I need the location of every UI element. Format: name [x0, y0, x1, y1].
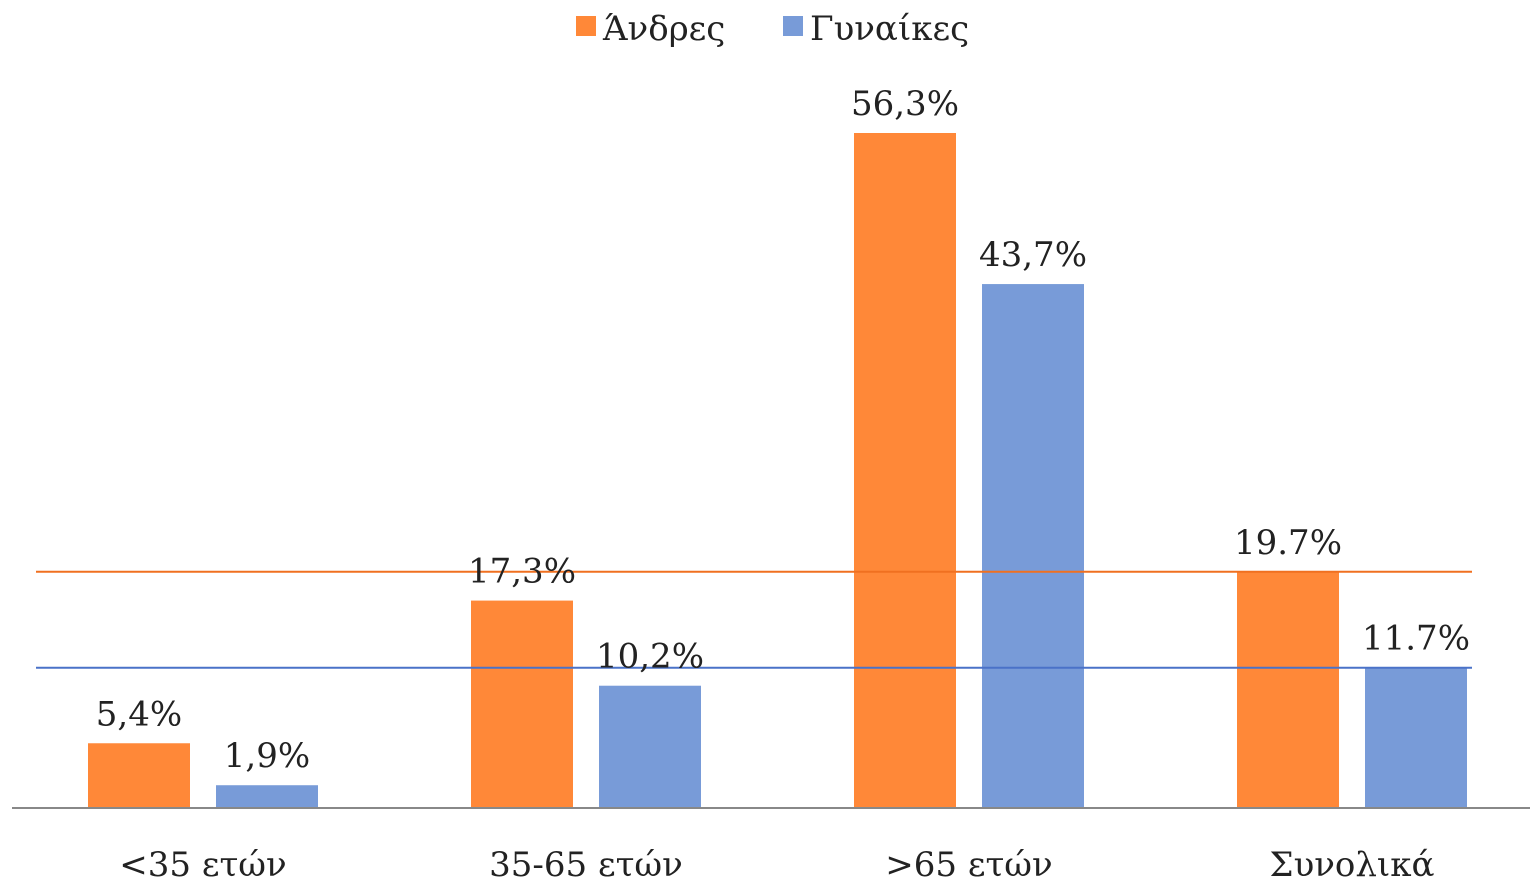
- data-label-women-1: 10,2%: [596, 637, 704, 677]
- data-label-women-0: 1,9%: [224, 736, 310, 776]
- x-axis: <35 ετών 35-65 ετών >65 ετών Συνολικά: [12, 808, 1530, 885]
- bar-women-2: [982, 284, 1084, 808]
- data-label-women-3: 11.7%: [1362, 619, 1470, 659]
- bar-women-0: [216, 785, 318, 808]
- bar-men-3: [1237, 572, 1339, 808]
- data-label-men-2: 56,3%: [851, 84, 959, 124]
- data-label-men-1: 17,3%: [468, 552, 576, 592]
- bar-women-3: [1365, 668, 1467, 808]
- legend-swatch-women: [783, 16, 803, 36]
- legend-swatch-men: [576, 16, 596, 36]
- bar-men-1: [471, 601, 573, 808]
- bars: [88, 133, 1467, 808]
- legend-label-men: Άνδρες: [602, 9, 725, 49]
- x-tick-label-1: 35-65 ετών: [489, 845, 683, 885]
- data-label-men-0: 5,4%: [96, 694, 182, 734]
- bar-men-2: [854, 133, 956, 808]
- bar-men-0: [88, 743, 190, 808]
- data-label-men-3: 19.7%: [1234, 523, 1342, 563]
- bar-women-1: [599, 686, 701, 808]
- legend-label-women: Γυναίκες: [810, 9, 969, 49]
- x-tick-label-0: <35 ετών: [119, 845, 286, 885]
- legend: Άνδρες Γυναίκες: [576, 9, 969, 49]
- x-tick-label-3: Συνολικά: [1270, 845, 1435, 885]
- data-label-women-2: 43,7%: [979, 235, 1087, 275]
- x-tick-label-2: >65 ετών: [885, 845, 1052, 885]
